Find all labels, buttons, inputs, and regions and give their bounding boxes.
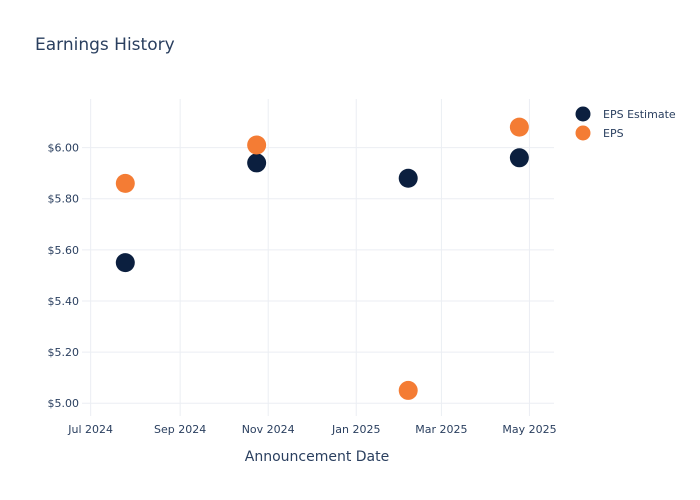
legend-item-eps-estimate[interactable]: EPS Estimate <box>575 106 676 122</box>
x-tick-label: Sep 2024 <box>154 423 206 436</box>
x-tick-label: Jan 2025 <box>331 423 380 436</box>
eps-estimate-point[interactable] <box>115 253 135 273</box>
grid <box>82 99 554 416</box>
chart-title: Earnings History <box>35 35 175 55</box>
legend-label: EPS Estimate <box>603 108 676 121</box>
x-tick-label: Nov 2024 <box>242 423 295 436</box>
y-tick-label: $5.20 <box>48 346 80 359</box>
y-tick-label: $5.80 <box>48 193 80 206</box>
eps-estimate-point[interactable] <box>247 153 267 173</box>
y-tick-label: $5.60 <box>48 244 80 257</box>
legend-label: EPS <box>603 127 624 140</box>
x-tick-label: Jul 2024 <box>67 423 113 436</box>
y-tick-label: $6.00 <box>48 142 80 155</box>
eps-point[interactable] <box>398 380 418 400</box>
x-axis-title: Announcement Date <box>245 449 389 465</box>
y-tick-label: $5.40 <box>48 295 80 308</box>
eps-estimate-point[interactable] <box>398 168 418 188</box>
data-markers <box>115 117 529 400</box>
legend[interactable]: EPS Estimate EPS <box>575 106 676 141</box>
y-tick-label: $5.00 <box>48 397 80 410</box>
eps-estimate-point[interactable] <box>509 148 529 168</box>
eps-point[interactable] <box>115 173 135 193</box>
legend-marker <box>575 106 591 122</box>
eps-point[interactable] <box>509 117 529 137</box>
x-tick-label: May 2025 <box>502 423 556 436</box>
x-tick-label: Mar 2025 <box>415 423 467 436</box>
legend-marker <box>575 125 591 141</box>
eps-point[interactable] <box>247 135 267 155</box>
legend-item-eps[interactable]: EPS <box>575 125 624 141</box>
axis-ticks: Jul 2024 Sep 2024 Nov 2024 Jan 2025 Mar 2025… <box>48 142 557 436</box>
